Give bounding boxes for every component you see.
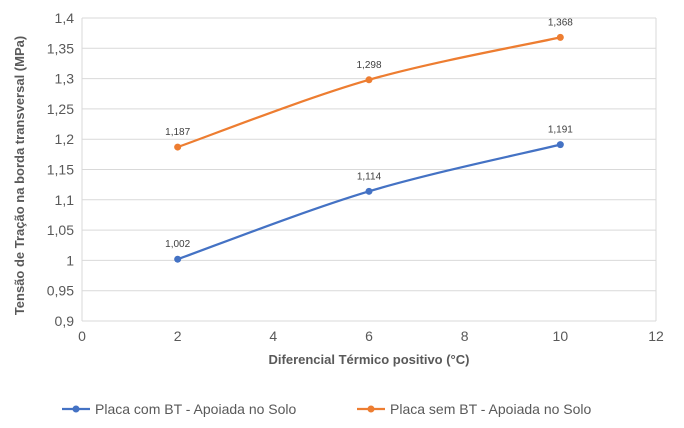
x-tick-label: 8 bbox=[461, 328, 469, 344]
data-label: 1,191 bbox=[548, 125, 573, 136]
y-tick-label: 1 bbox=[66, 252, 74, 268]
y-tick-label: 1,3 bbox=[55, 71, 75, 87]
y-tick-label: 1,15 bbox=[47, 162, 74, 178]
data-label: 1,187 bbox=[165, 127, 190, 138]
series-line-2 bbox=[176, 36, 562, 149]
x-tick-label: 6 bbox=[365, 328, 373, 344]
data-label: 1,368 bbox=[548, 17, 573, 28]
x-tick-label: 10 bbox=[553, 328, 569, 344]
x-tick-label: 0 bbox=[78, 328, 86, 344]
data-point bbox=[556, 141, 564, 149]
data-point bbox=[174, 143, 182, 151]
data-label: 1,114 bbox=[357, 171, 382, 182]
data-label: 1,002 bbox=[165, 239, 190, 250]
legend-label: Placa sem BT - Apoiada no Solo bbox=[390, 401, 592, 417]
y-tick-label: 1,1 bbox=[55, 192, 75, 208]
x-tick-label: 2 bbox=[174, 328, 182, 344]
legend-item-2: Placa sem BT - Apoiada no Solo bbox=[357, 401, 592, 417]
y-axis-ticks: 0,9 0,95 1 1,05 1,1 1,15 1,2 1,25 1,3 1,35 1,4 bbox=[47, 10, 74, 329]
y-axis-title: Tensão de Tração na borda transversal (M… bbox=[12, 36, 27, 315]
series-line-1 bbox=[176, 143, 562, 261]
y-tick-label: 1,35 bbox=[47, 40, 74, 56]
y-tick-label: 0,95 bbox=[47, 283, 74, 299]
data-point bbox=[365, 76, 373, 84]
x-tick-label: 12 bbox=[648, 328, 664, 344]
legend-label: Placa com BT - Apoiada no Solo bbox=[95, 401, 297, 417]
data-point bbox=[174, 255, 182, 263]
data-point bbox=[365, 187, 373, 195]
y-tick-label: 1,25 bbox=[47, 101, 74, 117]
x-axis-ticks: 0 2 4 6 8 10 12 bbox=[78, 328, 664, 344]
x-tick-label: 4 bbox=[269, 328, 277, 344]
y-tick-label: 1,4 bbox=[55, 10, 75, 26]
legend-swatch-marker bbox=[367, 405, 375, 413]
legend-swatch-marker bbox=[72, 405, 80, 413]
y-tick-label: 0,9 bbox=[55, 313, 75, 329]
data-point bbox=[556, 33, 564, 41]
y-tick-label: 1,05 bbox=[47, 222, 74, 238]
legend-item-1: Placa com BT - Apoiada no Solo bbox=[62, 401, 297, 417]
legend: Placa com BT - Apoiada no Solo Placa sem … bbox=[62, 401, 592, 417]
x-axis-title: Diferencial Térmico positivo (°C) bbox=[269, 352, 470, 367]
series-layer: 1,002 1,114 1,191 1,187 1,298 1,368 bbox=[165, 17, 573, 263]
y-tick-label: 1,2 bbox=[55, 131, 75, 147]
data-label: 1,298 bbox=[356, 60, 381, 71]
